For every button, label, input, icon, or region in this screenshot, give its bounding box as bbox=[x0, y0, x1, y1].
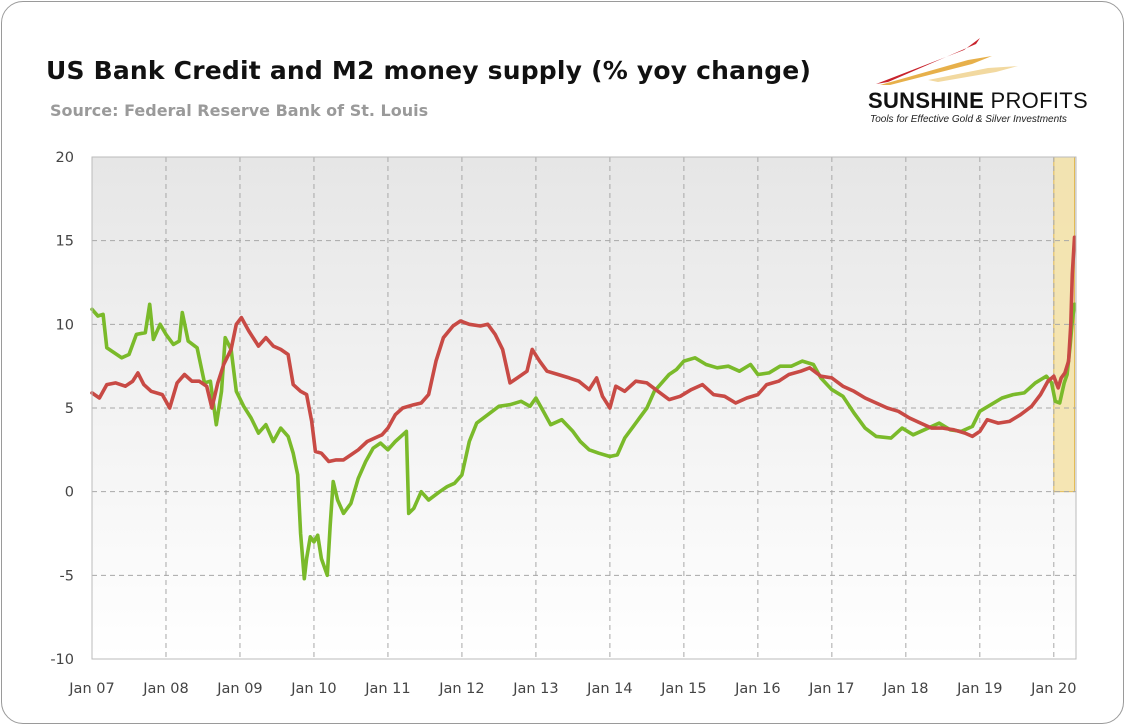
x-tick-label: Jan 08 bbox=[142, 681, 188, 697]
chart-subtitle: Source: Federal Reserve Bank of St. Loui… bbox=[50, 101, 429, 120]
x-tick-label: Jan 11 bbox=[364, 681, 410, 697]
x-tick-label: Jan 15 bbox=[660, 681, 706, 697]
y-tick-label: 10 bbox=[56, 317, 74, 333]
x-tick-label: Jan 09 bbox=[216, 681, 262, 697]
plot-border bbox=[91, 156, 1077, 660]
y-tick-label: -10 bbox=[50, 652, 74, 668]
y-tick-label: 15 bbox=[56, 234, 74, 250]
y-tick-label: 0 bbox=[65, 485, 74, 501]
x-tick-label: Jan 19 bbox=[956, 681, 1002, 697]
y-tick-label: 5 bbox=[65, 401, 74, 417]
y-tick-label: -5 bbox=[60, 568, 74, 584]
chart-title: US Bank Credit and M2 money supply (% yo… bbox=[46, 56, 812, 85]
logo-name-light: PROFITS bbox=[990, 88, 1088, 113]
x-tick-label: Jan 12 bbox=[438, 681, 484, 697]
x-tick-label: Jan 07 bbox=[68, 681, 114, 697]
x-tick-label: Jan 18 bbox=[882, 681, 928, 697]
x-tick-label: Jan 13 bbox=[512, 681, 558, 697]
x-tick-label: Jan 10 bbox=[290, 681, 336, 697]
logo-name: SUNSHINE PROFITS bbox=[868, 88, 1088, 114]
sunshine-profits-logo: SUNSHINE PROFITS Tools for Effective Gol… bbox=[868, 30, 1088, 130]
x-tick-label: Jan 17 bbox=[808, 681, 854, 697]
x-tick-label: Jan 16 bbox=[734, 681, 780, 697]
arrow-swoosh-icon bbox=[876, 38, 1018, 85]
y-tick-label: 20 bbox=[56, 150, 74, 166]
x-tick-label: Jan 20 bbox=[1030, 681, 1076, 697]
x-tick-label: Jan 14 bbox=[586, 681, 632, 697]
logo-name-bold: SUNSHINE bbox=[868, 88, 985, 113]
logo-tagline: Tools for Effective Gold & Silver Invest… bbox=[870, 114, 1067, 125]
series-line-2 bbox=[90, 235, 1077, 464]
